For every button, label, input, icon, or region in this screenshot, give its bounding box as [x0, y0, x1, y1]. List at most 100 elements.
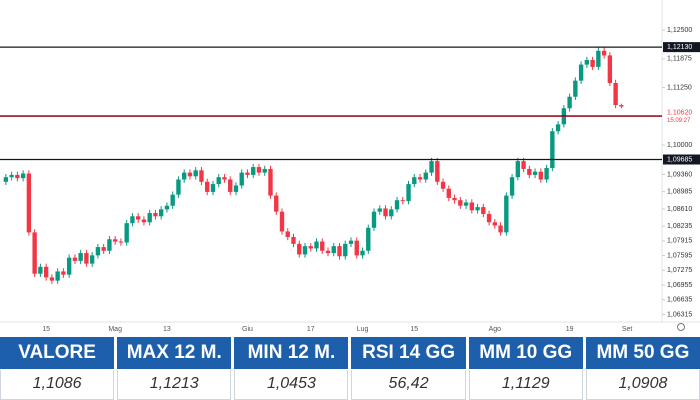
candle-body [222, 177, 227, 180]
y-tick-label: 1,06955 [667, 282, 692, 289]
candle-body [101, 247, 106, 251]
x-tick-label: Giu [242, 326, 253, 333]
candle-body [423, 172, 428, 180]
candle-body [38, 266, 43, 274]
candle-body [417, 177, 423, 180]
candle-body [383, 208, 388, 217]
candle-body [239, 172, 244, 186]
table-cell: 1,1129 [468, 369, 583, 400]
candle-body [360, 250, 365, 256]
candle-body [440, 181, 446, 189]
level-label-box [663, 154, 700, 165]
candle-body [371, 211, 377, 228]
candle-body [354, 240, 359, 256]
chart: 1,12500 1,11875 1,11250 1,10000 1,09360 1,089… [0, 0, 700, 333]
candle-body [245, 172, 250, 175]
candle-body [262, 168, 267, 173]
candle-body [20, 173, 26, 179]
candle-body [619, 105, 624, 107]
candle-body [504, 195, 509, 233]
table-cell: 1,1086 [0, 369, 115, 400]
candle-body [515, 161, 521, 178]
candle-body [205, 181, 210, 192]
candle-body [124, 223, 129, 243]
candle-body [613, 82, 618, 106]
candle-body [538, 171, 544, 180]
candle-body [509, 177, 515, 196]
candle-body [256, 167, 262, 173]
candle-body [486, 213, 492, 223]
table: VALORE MAX 12 M. MIN 12 M. RSI 14 GG MM 10 G… [0, 337, 700, 400]
y-tick-label: 1,11250 [667, 84, 692, 91]
table-header: MIN 12 M. [234, 337, 349, 369]
level-label-box [663, 42, 700, 53]
candle-body [567, 96, 572, 109]
candle-body [279, 211, 285, 232]
candle-body [84, 253, 89, 264]
candle-body [458, 200, 463, 206]
candle-body [446, 188, 451, 198]
candle-body [228, 179, 233, 192]
candle-body [366, 227, 371, 251]
candle-body [596, 50, 601, 67]
level-label: 1,09685 [667, 156, 692, 163]
candle-body [291, 236, 296, 244]
candle-body [3, 177, 9, 182]
candle-body [72, 257, 78, 261]
table-header: RSI 14 GG [351, 337, 466, 369]
candle-body [521, 161, 526, 169]
candle-body [141, 219, 147, 223]
x-tick-label: 15 [410, 326, 418, 333]
candle-body [164, 205, 170, 210]
candle-body [107, 239, 112, 251]
y-tick-label: 1,07275 [667, 267, 692, 274]
candle-body [78, 253, 83, 261]
x-tick-label: Ago [489, 326, 502, 333]
candle-body [153, 213, 158, 217]
candle-body [475, 207, 480, 211]
candle-body [452, 197, 457, 201]
x-tick-label: 15 [42, 326, 50, 333]
candle-body [297, 243, 302, 255]
candle-body [498, 225, 503, 233]
x-tick-label: Lug [357, 326, 369, 333]
y-tick-label: 1,06315 [667, 311, 692, 318]
candle-body [435, 161, 440, 182]
table-header: VALORE [0, 337, 115, 369]
candle-body [584, 59, 590, 65]
price-label-box [663, 107, 700, 125]
candle-body [320, 241, 325, 251]
candle-body [199, 170, 204, 182]
candle-body [314, 241, 319, 249]
y-tick-label: 1,07595 [667, 252, 692, 259]
candle-body [187, 172, 193, 177]
candle-body [337, 246, 342, 257]
candle-body [527, 168, 532, 175]
candle-body [210, 184, 216, 192]
candle-body [308, 246, 313, 249]
candle-body [348, 240, 354, 244]
candle-body [193, 170, 198, 177]
table-header: MM 50 GG [585, 337, 700, 369]
candle-body [550, 131, 555, 169]
candle-body [331, 246, 336, 254]
candle-body [182, 172, 187, 180]
table-cell: 1,0908 [585, 369, 700, 400]
candle-body [590, 59, 595, 67]
y-tick-label: 1,08985 [667, 189, 692, 196]
candle-body [61, 271, 66, 275]
x-tick-label: 19 [566, 326, 574, 333]
price-time: 15:09:27 [667, 118, 691, 124]
candle-body [394, 200, 400, 210]
candle-body [469, 202, 474, 211]
candle-body [233, 185, 239, 192]
candle-body [555, 124, 561, 132]
candle-body [274, 195, 279, 212]
settings-icon[interactable] [677, 323, 685, 331]
candle-body [112, 239, 118, 242]
y-tick-label: 1,08235 [667, 223, 692, 230]
candle-body [601, 50, 607, 56]
candle-body [159, 209, 164, 217]
y-tick-label: 1,11875 [667, 56, 692, 63]
